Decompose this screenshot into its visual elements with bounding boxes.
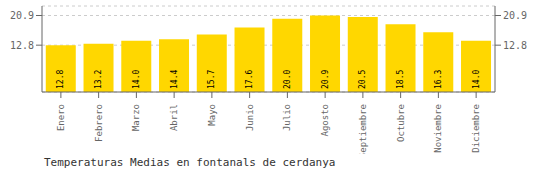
svg-text:Marzo: Marzo <box>131 104 141 131</box>
svg-text:16.3: 16.3 <box>434 70 443 89</box>
svg-text:14.0: 14.0 <box>472 70 481 89</box>
svg-text:20.9: 20.9 <box>321 70 330 89</box>
svg-text:Febrero: Febrero <box>94 104 104 142</box>
svg-text:12.8: 12.8 <box>10 40 34 51</box>
svg-text:15.7: 15.7 <box>207 70 216 89</box>
svg-text:Mayo: Mayo <box>207 104 217 126</box>
svg-text:Julio: Julio <box>282 104 292 131</box>
svg-text:20.9: 20.9 <box>503 10 527 21</box>
html-text:Temperaturas Medias en fontana: Temperaturas Medias en fontanals de cerd… <box>44 156 336 169</box>
svg-text:Octubre: Octubre <box>396 104 406 142</box>
svg-text:14.4: 14.4 <box>170 70 179 89</box>
svg-text:Junio: Junio <box>245 104 255 131</box>
svg-text:20.0: 20.0 <box>283 70 292 89</box>
svg-text:14.0: 14.0 <box>132 70 141 89</box>
svg-text:12.8: 12.8 <box>56 70 65 89</box>
svg-text:Septiembre: Septiembre <box>358 104 368 154</box>
svg-text:17.6: 17.6 <box>245 70 254 89</box>
svg-text:13.2: 13.2 <box>94 70 103 89</box>
svg-text:Noviembre: Noviembre <box>433 104 443 153</box>
svg-text:Agosto: Agosto <box>320 104 330 137</box>
svg-text:20.5: 20.5 <box>358 70 367 89</box>
svg-text:Abril: Abril <box>169 104 179 131</box>
svg-text:20.9: 20.9 <box>10 10 34 21</box>
svg-text:Enero: Enero <box>56 104 66 131</box>
svg-text:Diciembre: Diciembre <box>471 104 481 153</box>
svg-text:12.8: 12.8 <box>503 40 527 51</box>
svg-text:18.5: 18.5 <box>396 70 405 89</box>
